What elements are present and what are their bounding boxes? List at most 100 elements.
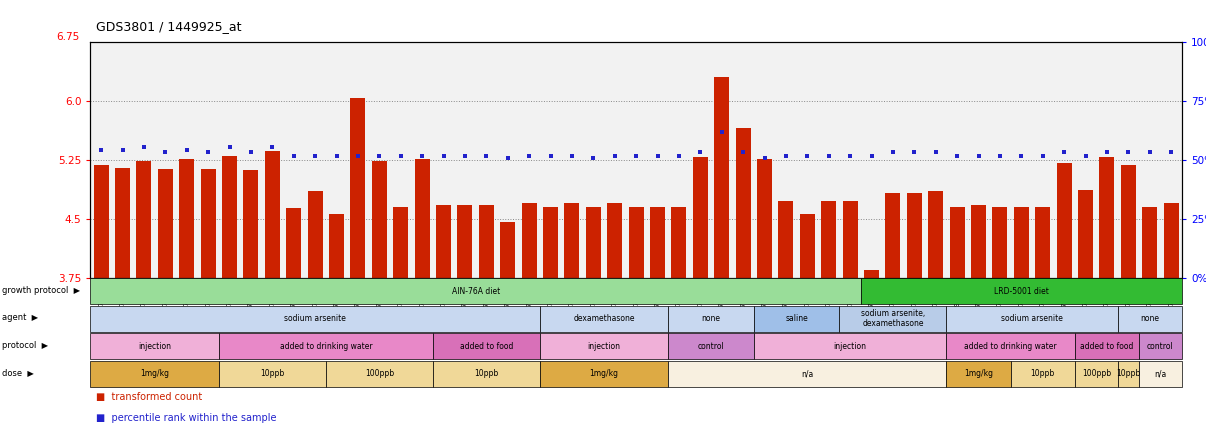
Bar bbox=[672, 207, 686, 278]
Bar bbox=[754, 306, 839, 332]
Text: 1mg/kg: 1mg/kg bbox=[964, 369, 993, 378]
Text: ■  transformed count: ■ transformed count bbox=[96, 392, 203, 402]
Bar bbox=[1140, 333, 1182, 359]
Bar bbox=[949, 207, 965, 278]
Bar bbox=[1056, 163, 1072, 278]
Bar bbox=[1118, 306, 1182, 332]
Text: agent  ▶: agent ▶ bbox=[2, 313, 39, 322]
Text: ■  percentile rank within the sample: ■ percentile rank within the sample bbox=[96, 413, 277, 424]
Bar bbox=[586, 207, 601, 278]
Bar bbox=[90, 278, 861, 304]
Bar bbox=[90, 333, 218, 359]
Text: added to food: added to food bbox=[459, 342, 513, 351]
Bar bbox=[371, 162, 387, 278]
Text: LRD-5001 diet: LRD-5001 diet bbox=[994, 287, 1049, 296]
Bar bbox=[757, 159, 772, 278]
Text: sodium arsenite: sodium arsenite bbox=[285, 314, 346, 323]
Text: 10ppb: 10ppb bbox=[260, 369, 285, 378]
Bar bbox=[479, 205, 493, 278]
Bar bbox=[180, 159, 194, 278]
Bar bbox=[1035, 207, 1050, 278]
Text: growth protocol  ▶: growth protocol ▶ bbox=[2, 286, 81, 295]
Bar bbox=[971, 205, 987, 278]
Text: injection: injection bbox=[139, 342, 171, 351]
Bar bbox=[540, 333, 668, 359]
Bar bbox=[543, 207, 558, 278]
Text: 100ppb: 100ppb bbox=[364, 369, 394, 378]
Bar bbox=[437, 205, 451, 278]
Bar bbox=[907, 193, 921, 278]
Text: 10ppb: 10ppb bbox=[1031, 369, 1055, 378]
Text: 100ppb: 100ppb bbox=[1082, 369, 1111, 378]
Bar bbox=[754, 333, 947, 359]
Bar bbox=[885, 193, 901, 278]
Bar bbox=[244, 170, 258, 278]
Bar bbox=[839, 306, 947, 332]
Text: protocol  ▶: protocol ▶ bbox=[2, 341, 48, 350]
Text: GDS3801 / 1449925_at: GDS3801 / 1449925_at bbox=[96, 20, 242, 33]
Bar bbox=[929, 191, 943, 278]
Bar bbox=[457, 205, 473, 278]
Bar bbox=[136, 161, 152, 278]
Bar bbox=[861, 278, 1182, 304]
Bar bbox=[736, 128, 750, 278]
Bar bbox=[1100, 158, 1114, 278]
Text: 6.75: 6.75 bbox=[57, 32, 80, 42]
Text: none: none bbox=[702, 314, 720, 323]
Bar bbox=[222, 156, 238, 278]
Bar bbox=[540, 361, 668, 387]
Text: 1mg/kg: 1mg/kg bbox=[140, 369, 169, 378]
Bar bbox=[628, 207, 644, 278]
Bar bbox=[650, 207, 665, 278]
Bar bbox=[1140, 361, 1182, 387]
Bar bbox=[1120, 165, 1136, 278]
Bar bbox=[433, 333, 540, 359]
Bar bbox=[947, 333, 1075, 359]
Bar bbox=[90, 361, 218, 387]
Bar bbox=[779, 202, 794, 278]
Text: dexamethasone: dexamethasone bbox=[573, 314, 634, 323]
Bar bbox=[115, 168, 130, 278]
Text: none: none bbox=[1141, 314, 1159, 323]
Bar bbox=[329, 214, 344, 278]
Bar bbox=[500, 222, 515, 278]
Bar bbox=[668, 361, 947, 387]
Bar bbox=[1118, 361, 1140, 387]
Text: control: control bbox=[1147, 342, 1173, 351]
Bar bbox=[522, 203, 537, 278]
Text: AIN-76A diet: AIN-76A diet bbox=[451, 287, 499, 296]
Bar bbox=[200, 169, 216, 278]
Bar bbox=[433, 361, 540, 387]
Bar bbox=[564, 203, 579, 278]
Bar bbox=[94, 165, 109, 278]
Bar bbox=[843, 202, 857, 278]
Bar bbox=[863, 270, 879, 278]
Bar bbox=[1078, 190, 1093, 278]
Bar bbox=[714, 78, 730, 278]
Text: n/a: n/a bbox=[1154, 369, 1166, 378]
Bar bbox=[608, 203, 622, 278]
Bar bbox=[800, 214, 815, 278]
Bar bbox=[326, 361, 433, 387]
Bar bbox=[1142, 207, 1158, 278]
Text: dose  ▶: dose ▶ bbox=[2, 369, 34, 377]
Bar bbox=[90, 306, 540, 332]
Bar bbox=[415, 159, 429, 278]
Text: sodium arsenite: sodium arsenite bbox=[1001, 314, 1062, 323]
Text: injection: injection bbox=[587, 342, 621, 351]
Bar bbox=[286, 209, 302, 278]
Text: 10ppb: 10ppb bbox=[474, 369, 498, 378]
Bar bbox=[693, 158, 708, 278]
Bar bbox=[308, 191, 323, 278]
Text: injection: injection bbox=[833, 342, 867, 351]
Bar bbox=[158, 169, 172, 278]
Bar bbox=[668, 306, 754, 332]
Bar bbox=[393, 207, 409, 278]
Text: control: control bbox=[698, 342, 725, 351]
Text: n/a: n/a bbox=[801, 369, 814, 378]
Text: saline: saline bbox=[785, 314, 808, 323]
Bar bbox=[821, 202, 836, 278]
Text: 1mg/kg: 1mg/kg bbox=[590, 369, 619, 378]
Bar bbox=[668, 333, 754, 359]
Text: added to drinking water: added to drinking water bbox=[280, 342, 373, 351]
